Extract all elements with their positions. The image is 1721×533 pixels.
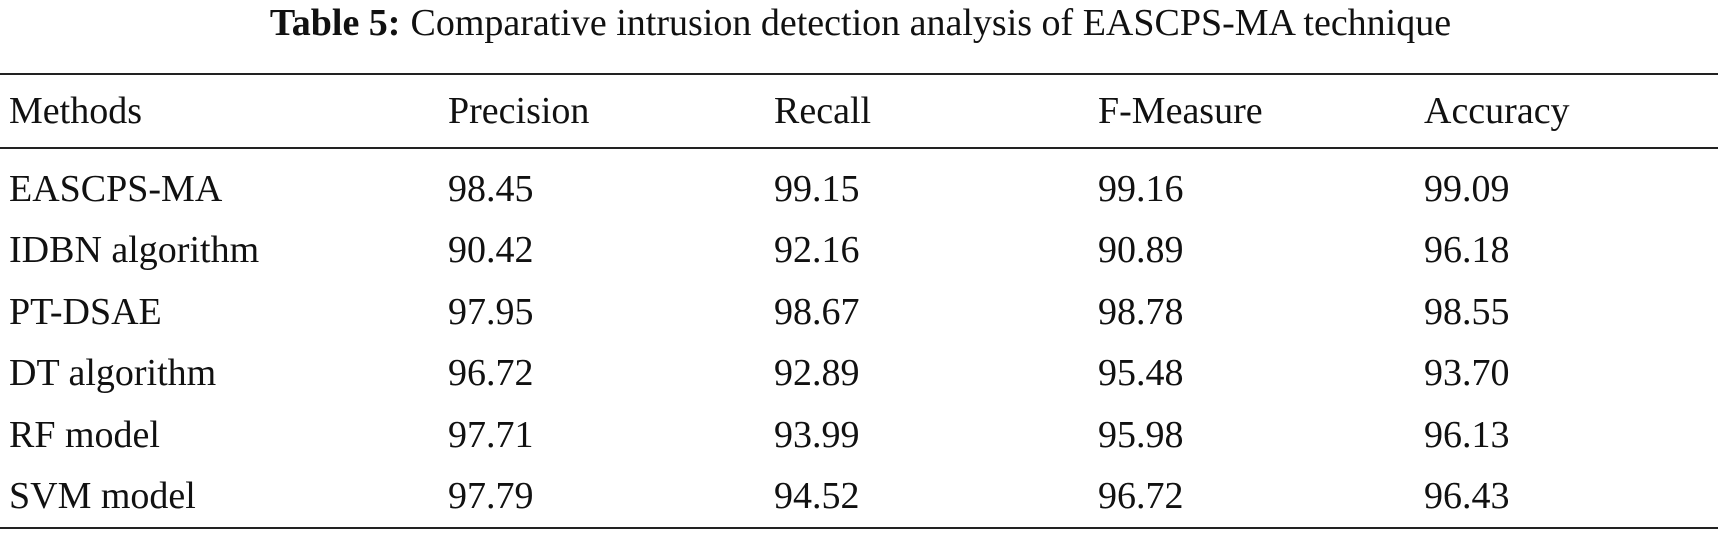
method-name: SVM model [9, 475, 196, 517]
table-caption: Table 5: Comparative intrusion detection … [0, 0, 1721, 46]
metric-value: 98.67 [774, 291, 860, 333]
header-rule [0, 147, 1718, 149]
bottom-rule [0, 527, 1718, 529]
column-header: Recall [774, 90, 872, 132]
top-rule [0, 73, 1718, 75]
metric-value: 97.79 [448, 475, 534, 517]
method-name: IDBN algorithm [9, 229, 260, 271]
metric-value: 90.42 [448, 229, 534, 271]
column-header: Precision [448, 90, 590, 132]
method-name: PT-DSAE [9, 291, 162, 333]
caption-label: Table 5: [269, 2, 401, 44]
metric-value: 93.70 [1424, 352, 1510, 394]
metric-value: 95.98 [1098, 414, 1184, 456]
column-header: Accuracy [1424, 90, 1570, 132]
metric-value: 97.95 [448, 291, 534, 333]
metric-value: 94.52 [774, 475, 860, 517]
column-header: Methods [9, 90, 142, 132]
metric-value: 98.78 [1098, 291, 1184, 333]
column-header: F-Measure [1098, 90, 1263, 132]
metric-value: 98.45 [448, 168, 534, 210]
metric-value: 96.18 [1424, 229, 1510, 271]
metric-value: 96.13 [1424, 414, 1510, 456]
method-name: RF model [9, 414, 160, 456]
metric-value: 96.72 [1098, 475, 1184, 517]
metric-value: 90.89 [1098, 229, 1184, 271]
metric-value: 95.48 [1098, 352, 1184, 394]
metric-value: 98.55 [1424, 291, 1510, 333]
metric-value: 99.16 [1098, 168, 1184, 210]
method-name: DT algorithm [9, 352, 217, 394]
metric-value: 93.99 [774, 414, 860, 456]
metric-value: 92.89 [774, 352, 860, 394]
metric-value: 96.43 [1424, 475, 1510, 517]
method-name: EASCPS-MA [9, 168, 223, 210]
metric-value: 96.72 [448, 352, 534, 394]
metric-value: 99.09 [1424, 168, 1510, 210]
metric-value: 97.71 [448, 414, 534, 456]
caption-text: Comparative intrusion detection analysis… [410, 2, 1452, 44]
metric-value: 99.15 [774, 168, 860, 210]
metric-value: 92.16 [774, 229, 860, 271]
